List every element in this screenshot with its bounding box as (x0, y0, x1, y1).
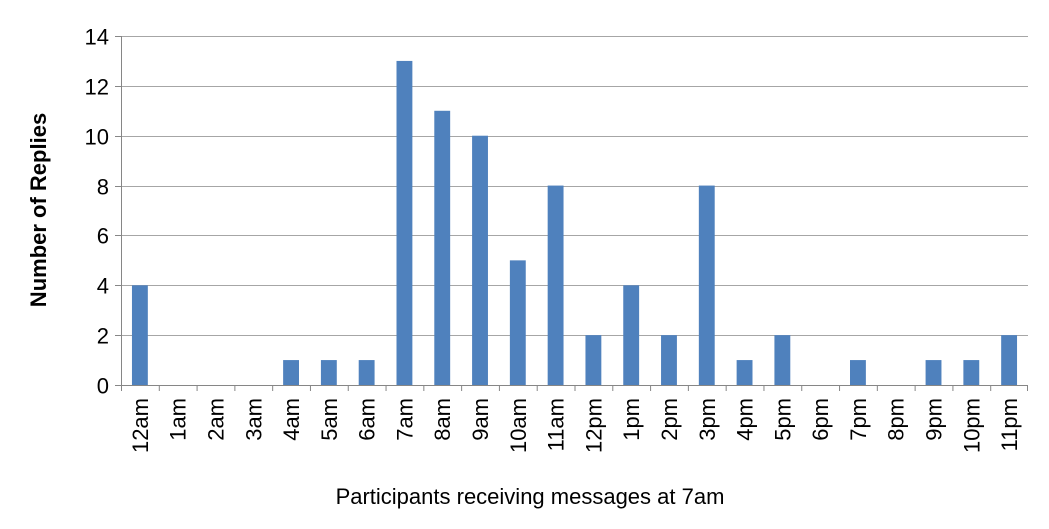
y-tick-label-14: 14 (85, 25, 109, 50)
x-tick-label-5am: 5am (317, 398, 342, 441)
axes (115, 36, 1028, 391)
x-tick-label-9pm: 9pm (922, 398, 947, 441)
bar-7pm (850, 360, 866, 385)
y-tick-label-6: 6 (97, 224, 109, 249)
bar-10pm (963, 360, 980, 385)
x-tick-label-2am: 2am (203, 398, 228, 441)
bar-1pm (623, 285, 640, 385)
x-tick-label-6pm: 6pm (808, 398, 833, 441)
bar-9am (472, 135, 488, 385)
bar-9pm (925, 360, 942, 385)
gridlines (121, 36, 1028, 336)
bar-8am (434, 110, 451, 386)
bar-7am (396, 60, 413, 386)
bar-5pm (774, 335, 791, 385)
x-tick-label-1pm: 1pm (619, 398, 644, 441)
x-tick-label-12am: 12am (128, 398, 153, 453)
y-tick-label-4: 4 (97, 274, 109, 299)
bar-10am (509, 260, 526, 385)
y-axis-title: Number of Replies (26, 113, 51, 307)
x-tick-label-3pm: 3pm (695, 398, 720, 441)
x-tick-label-9am: 9am (468, 398, 493, 441)
x-tick-label-6am: 6am (355, 398, 380, 441)
x-tick-label-10pm: 10pm (959, 398, 984, 453)
x-tick-label-7am: 7am (392, 398, 417, 441)
x-tick-label-4am: 4am (279, 398, 304, 441)
bar-11pm (1001, 335, 1018, 385)
x-tick-label-3am: 3am (241, 398, 266, 441)
bars (131, 60, 1018, 386)
x-tick-label-5pm: 5pm (770, 398, 795, 441)
bar-2pm (661, 335, 677, 385)
y-tick-label-10: 10 (85, 125, 109, 150)
y-tick-label-8: 8 (97, 175, 109, 200)
x-tick-label-8pm: 8pm (884, 398, 909, 441)
bar-12am (131, 285, 148, 385)
x-tick-label-4pm: 4pm (733, 398, 758, 441)
x-tick-label-1am: 1am (166, 398, 191, 441)
x-tick-label-11am: 11am (544, 398, 569, 451)
x-tick-label-7pm: 7pm (846, 398, 871, 441)
x-tick-label-12pm: 12pm (581, 398, 606, 453)
x-tick-label-10am: 10am (506, 398, 531, 453)
x-tick-label-2pm: 2pm (657, 398, 682, 441)
y-tick-label-2: 2 (97, 324, 109, 349)
y-tick-labels: 0 2 4 6 8 10 12 14 (85, 25, 109, 399)
x-axis-title: Participants receiving messages at 7am (336, 484, 725, 509)
bar-6am (358, 360, 375, 385)
bar-3pm (698, 185, 715, 385)
bar-4pm (736, 360, 753, 385)
bar-4am (283, 360, 299, 385)
bar-11am (547, 185, 564, 385)
x-tick-label-11pm: 11pm (997, 398, 1022, 451)
y-tick-label-12: 12 (85, 75, 109, 100)
x-tick-label-8am: 8am (430, 398, 455, 441)
y-tick-label-0: 0 (97, 374, 109, 399)
x-tick-labels: 12am 1am 2am 3am 4am 5am 6am 7am 8am 9am 10am 11am 1… (128, 398, 1022, 453)
bar-12pm (585, 335, 602, 385)
bar-5am (320, 360, 337, 385)
